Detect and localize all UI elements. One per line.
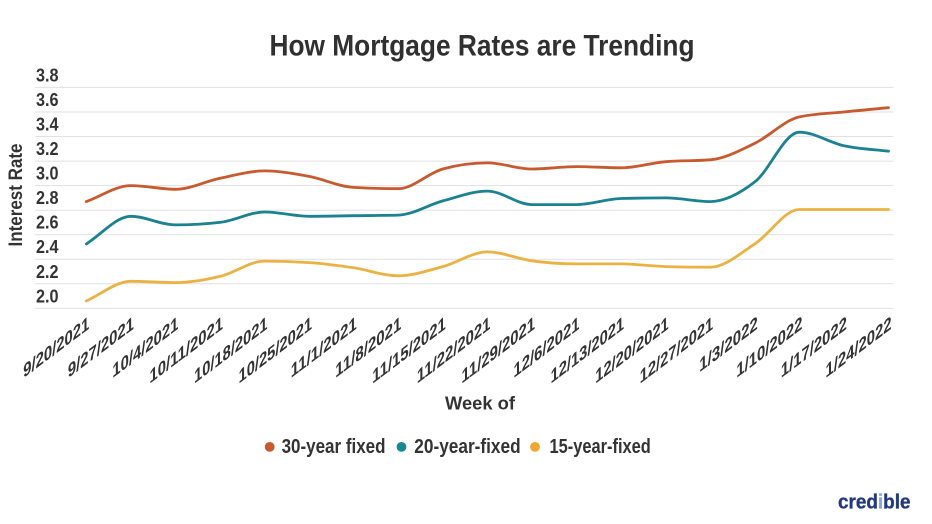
svg-text:3.6: 3.6 xyxy=(36,90,59,110)
svg-text:2.6: 2.6 xyxy=(36,213,59,233)
svg-text:3.0: 3.0 xyxy=(36,164,59,184)
svg-text:2.8: 2.8 xyxy=(36,188,59,208)
svg-text:20-year-fixed: 20-year-fixed xyxy=(414,436,520,458)
svg-text:How Mortgage Rates are Trendin: How Mortgage Rates are Trending xyxy=(270,29,695,62)
svg-text:3.2: 3.2 xyxy=(36,139,59,159)
svg-text:15-year-fixed: 15-year-fixed xyxy=(550,436,651,458)
svg-text:3.8: 3.8 xyxy=(36,65,59,85)
svg-text:Interest Rate: Interest Rate xyxy=(6,144,27,247)
svg-text:2.2: 2.2 xyxy=(36,262,59,282)
svg-text:Week of: Week of xyxy=(445,394,516,414)
svg-text:2.0: 2.0 xyxy=(36,286,59,306)
svg-text:credible: credible xyxy=(838,492,911,514)
svg-text:2.4: 2.4 xyxy=(36,237,59,257)
svg-text:3.4: 3.4 xyxy=(36,115,59,135)
svg-text:30-year fixed: 30-year fixed xyxy=(282,436,386,458)
